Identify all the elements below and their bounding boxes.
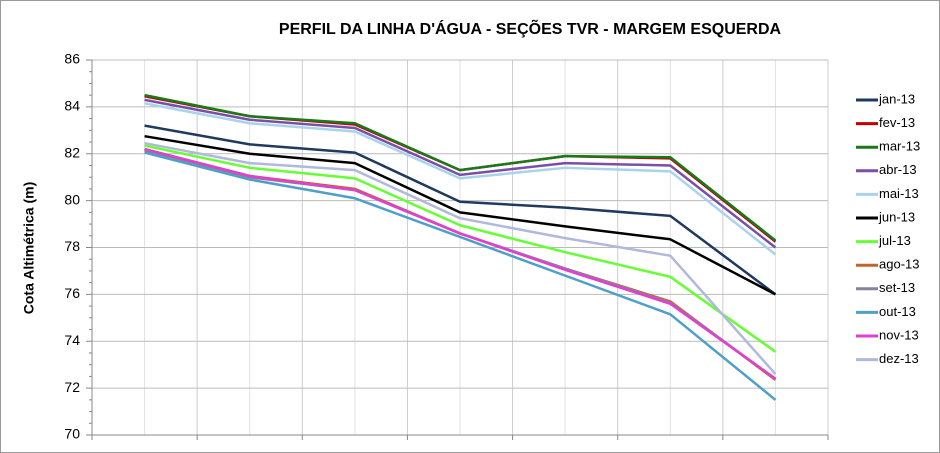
series-line [144,124,777,296]
legend-label: jul-13 [878,233,911,248]
chart-title: PERFIL DA LINHA D'ÁGUA - SEÇÕES TVR - MA… [279,18,782,38]
y-tick-label: 70 [64,426,80,442]
series-line [144,98,777,249]
series-line [144,93,777,242]
series-line [144,144,777,353]
y-tick-label: 78 [64,238,80,254]
legend-label: mar-13 [879,139,920,154]
series-line [144,102,777,256]
y-tick-label: 86 [64,51,80,67]
legend-label: out-13 [879,304,916,319]
y-tick-label: 84 [64,98,80,114]
legend-label: mai-13 [879,186,919,201]
legend-label: ago-13 [879,257,919,272]
y-tick-label: 74 [64,332,80,348]
legend-label: fev-13 [879,115,915,130]
y-tick-label: 72 [64,379,80,395]
series-line [144,134,777,296]
y-tick-label: 80 [64,191,80,207]
series-line [144,151,777,401]
series-line [144,141,777,375]
legend-label: jun-13 [878,209,915,224]
y-axis-label: Cota Altimétrica (m) [21,182,37,315]
legend-label: set-13 [879,280,915,295]
y-tick-label: 82 [64,144,80,160]
y-tick-label: 76 [64,285,80,301]
legend-label: nov-13 [879,327,919,342]
legend-label: jan-13 [878,91,915,106]
series-line [144,147,777,380]
legend-label: abr-13 [879,162,917,177]
legend-label: dez-13 [879,351,919,366]
